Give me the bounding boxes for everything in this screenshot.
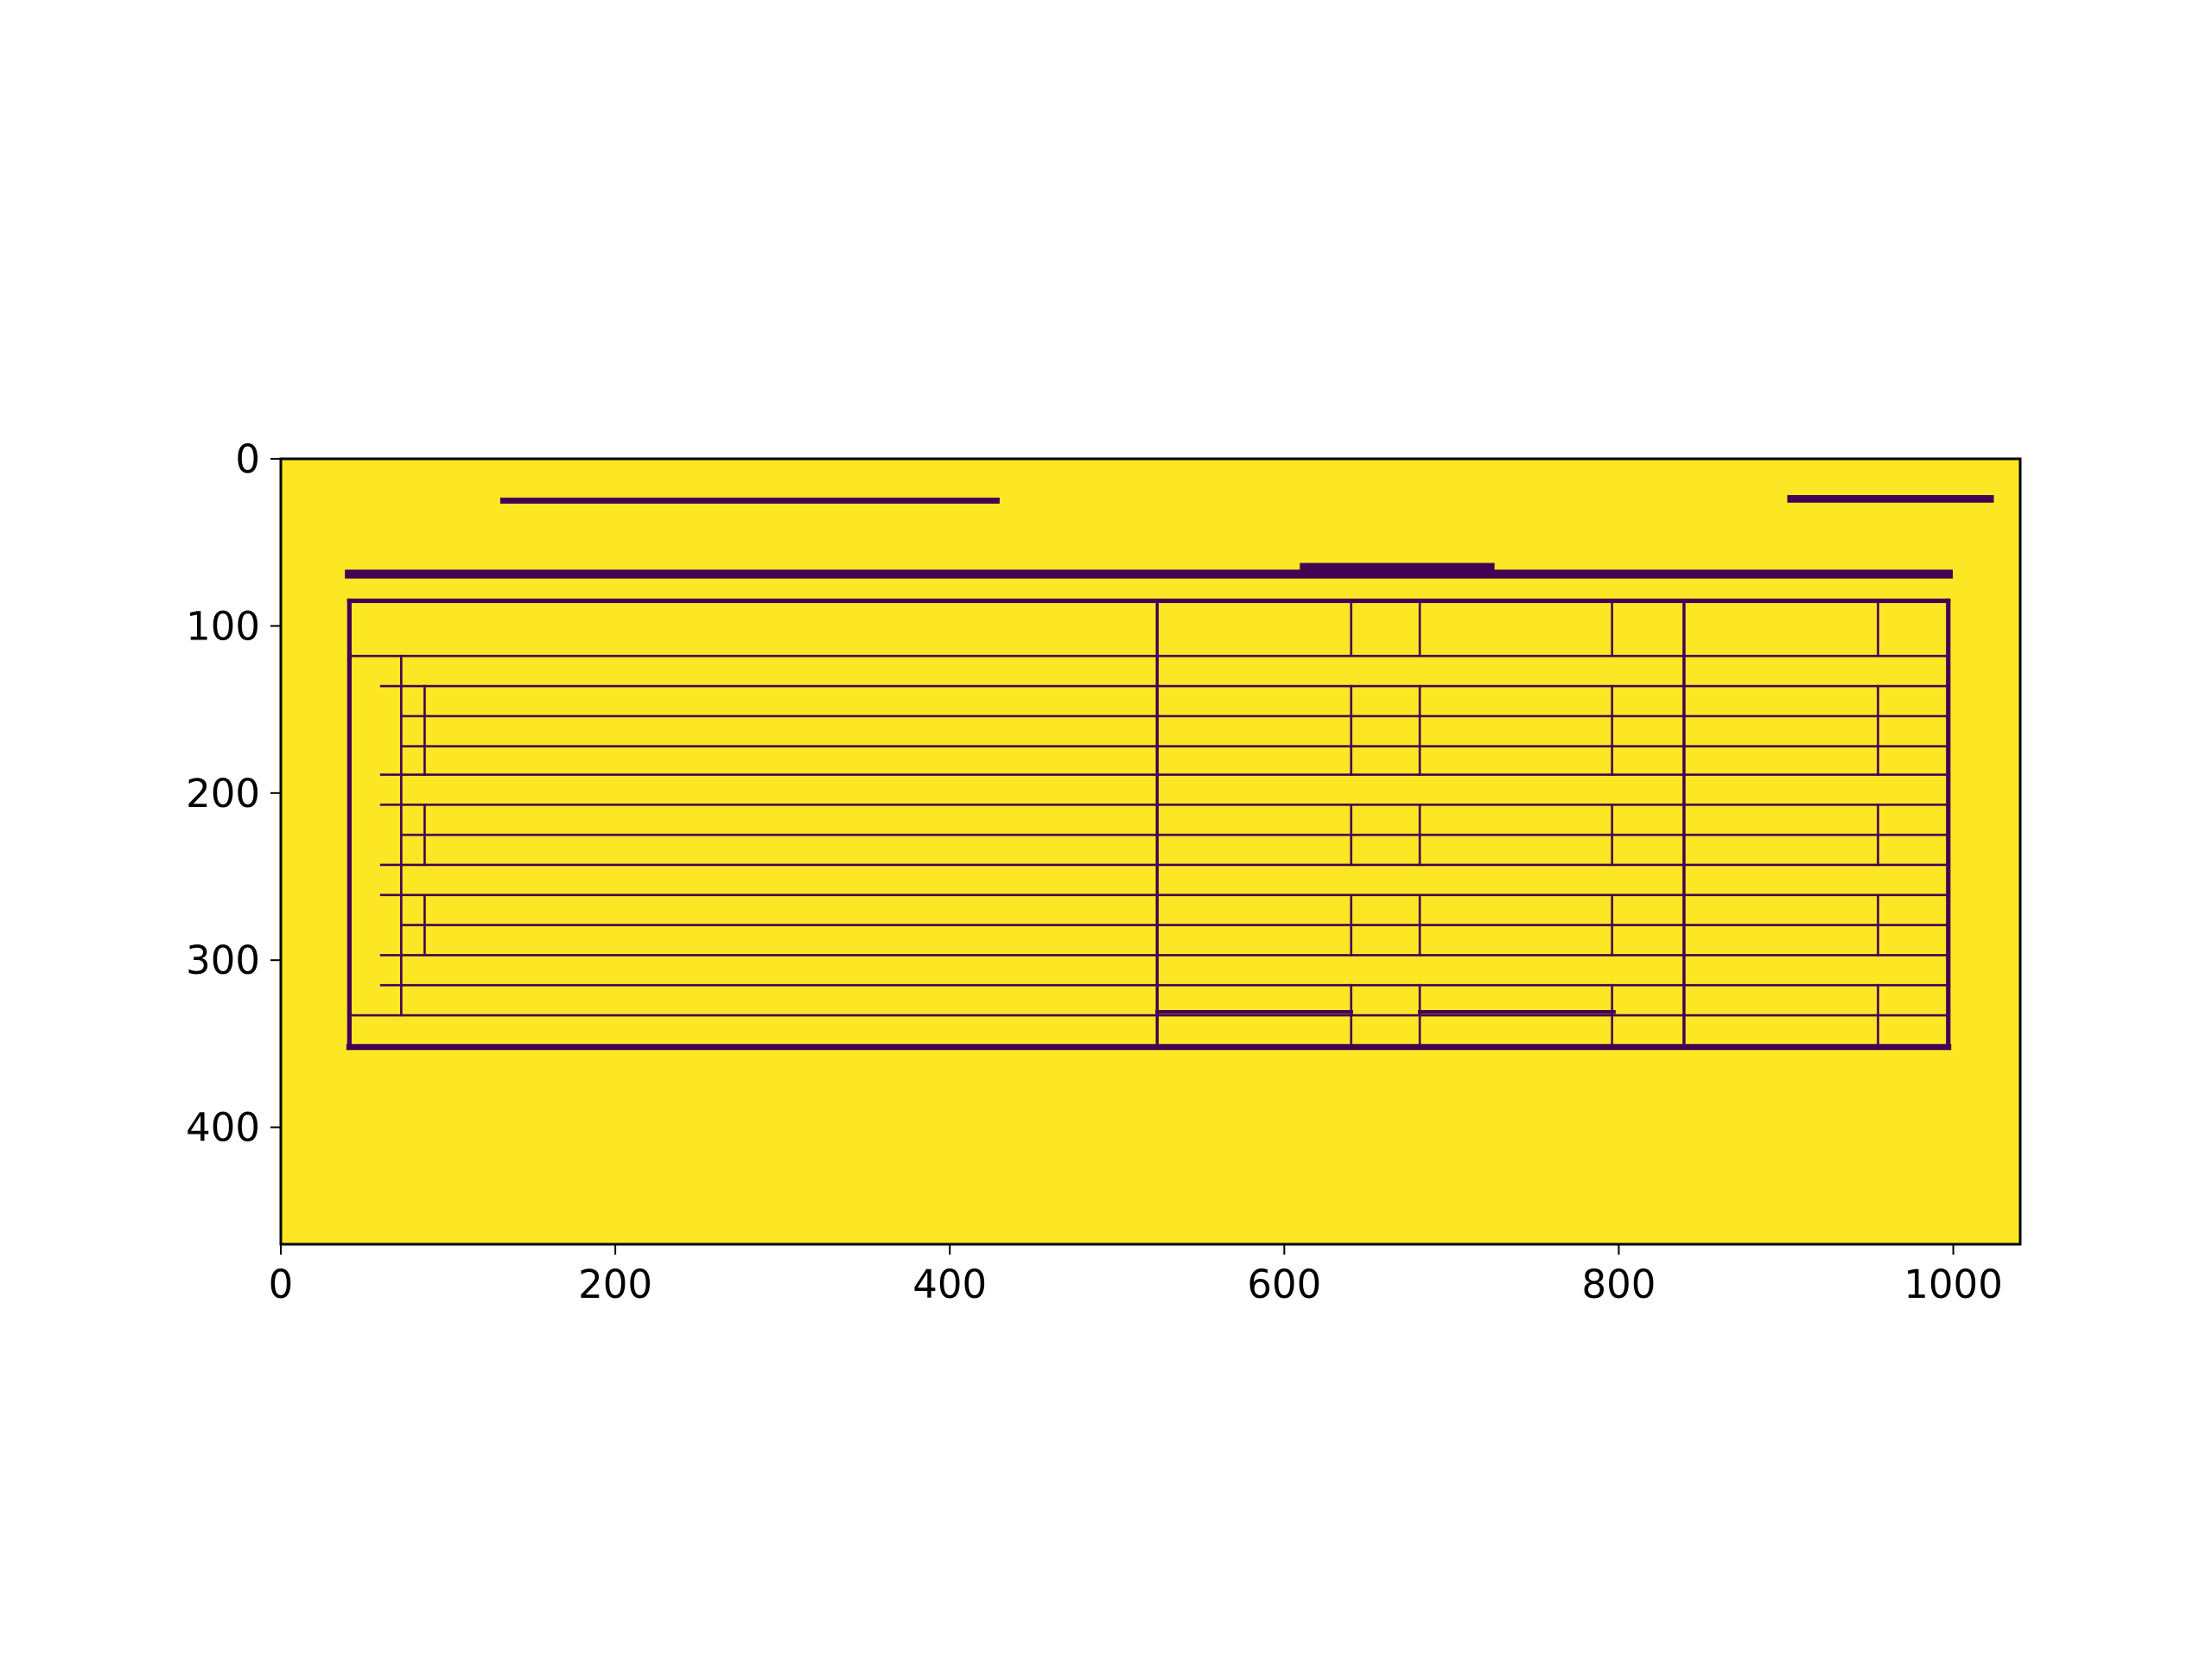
y-tick-label: 0 [235, 436, 260, 482]
x-tick-label: 0 [269, 1262, 294, 1307]
x-tick-label: 200 [578, 1262, 652, 1307]
x-tick-label: 600 [1247, 1262, 1321, 1307]
x-tick-label: 1000 [1904, 1262, 2003, 1307]
line-segments-group [345, 495, 1994, 1051]
x-tick-label: 800 [1582, 1262, 1656, 1307]
y-tick-label: 400 [186, 1105, 260, 1151]
x-axis: 0 200 400 600 800 1000 [269, 1244, 2003, 1307]
y-tick-label: 100 [186, 603, 260, 649]
y-tick-label: 200 [186, 771, 260, 817]
x-tick-label: 400 [912, 1262, 987, 1307]
y-axis: 0 100 200 300 400 [186, 436, 281, 1151]
y-tick-label: 300 [186, 938, 260, 983]
plot-frame [279, 457, 2022, 1246]
plot-background [281, 459, 2020, 1244]
